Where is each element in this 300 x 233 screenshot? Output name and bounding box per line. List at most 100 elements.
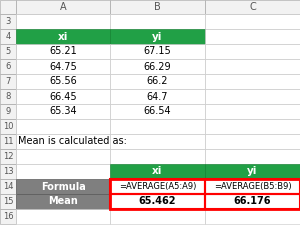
Text: 6: 6 (5, 62, 11, 71)
Text: 16: 16 (3, 212, 13, 221)
Text: 66.176: 66.176 (234, 196, 271, 206)
Bar (205, 104, 300, 119)
Bar (0, 179, 16, 194)
Text: B: B (154, 2, 161, 12)
Text: =AVERAGE(A5:A9): =AVERAGE(A5:A9) (119, 182, 196, 191)
Bar (110, 149, 205, 164)
Bar (0, 89, 16, 104)
Bar (110, 44, 205, 59)
Bar (16, 164, 110, 179)
Text: 66.45: 66.45 (49, 92, 77, 102)
Text: Mean is calculated as:: Mean is calculated as: (18, 137, 127, 147)
Text: 65.34: 65.34 (49, 106, 77, 116)
Bar (205, 0, 300, 14)
Bar (205, 59, 300, 74)
Bar (205, 14, 300, 29)
Text: 3: 3 (5, 17, 11, 26)
Bar (16, 179, 110, 194)
Bar (0, 44, 16, 59)
Bar (205, 149, 300, 164)
Bar (16, 149, 110, 164)
Bar (0, 104, 16, 119)
Bar (110, 119, 205, 134)
Bar (0, 209, 16, 224)
Bar (0, 14, 16, 29)
Text: 65.56: 65.56 (49, 76, 77, 86)
Bar (0, 104, 16, 119)
Text: 15: 15 (3, 197, 13, 206)
Text: C: C (249, 2, 256, 12)
Bar (110, 0, 205, 14)
Bar (16, 194, 110, 209)
Bar (110, 134, 205, 149)
Bar (0, 119, 16, 134)
Bar (110, 179, 300, 209)
Text: yi: yi (247, 167, 258, 177)
Bar (205, 164, 300, 179)
Bar (0, 164, 16, 179)
Text: A: A (60, 2, 66, 12)
Text: 14: 14 (3, 182, 13, 191)
Bar (110, 89, 205, 104)
Text: 66.29: 66.29 (144, 62, 171, 72)
Bar (205, 0, 300, 14)
Text: 11: 11 (3, 137, 13, 146)
Bar (16, 0, 110, 14)
Bar (205, 134, 300, 149)
Bar (16, 44, 110, 59)
Bar (0, 29, 16, 44)
Text: 67.15: 67.15 (144, 47, 171, 56)
Bar (0, 29, 16, 44)
Bar (110, 164, 205, 179)
Bar (110, 179, 205, 194)
Text: 7: 7 (5, 77, 11, 86)
Bar (205, 164, 300, 179)
Bar (110, 194, 205, 209)
Bar (16, 89, 110, 104)
Bar (205, 29, 300, 44)
Bar (16, 104, 110, 119)
Bar (0, 149, 16, 164)
Bar (205, 44, 300, 59)
Bar (110, 14, 205, 29)
Bar (16, 134, 110, 149)
Bar (0, 134, 16, 149)
Bar (205, 194, 300, 209)
Text: Formula: Formula (40, 182, 86, 192)
Bar (16, 119, 110, 134)
Text: 9: 9 (5, 107, 10, 116)
Text: 64.7: 64.7 (147, 92, 168, 102)
Text: 64.75: 64.75 (49, 62, 77, 72)
Bar (110, 0, 205, 14)
Text: xi: xi (152, 167, 163, 177)
Text: 10: 10 (3, 122, 13, 131)
Bar (0, 164, 16, 179)
Bar (205, 179, 300, 194)
Bar (110, 164, 205, 179)
Text: =AVERAGE(B5:B9): =AVERAGE(B5:B9) (214, 182, 291, 191)
Bar (0, 134, 16, 149)
Bar (205, 194, 300, 209)
Bar (205, 74, 300, 89)
Bar (0, 179, 16, 194)
Text: 12: 12 (3, 152, 13, 161)
Text: xi: xi (58, 31, 68, 41)
Bar (205, 179, 300, 194)
Text: 65.21: 65.21 (49, 47, 77, 56)
Bar (16, 14, 110, 29)
Bar (110, 209, 205, 224)
Text: 66.2: 66.2 (147, 76, 168, 86)
Bar (110, 29, 205, 44)
Bar (0, 119, 16, 134)
Text: 66.54: 66.54 (144, 106, 171, 116)
Text: 5: 5 (5, 47, 10, 56)
Text: 4: 4 (5, 32, 10, 41)
Bar (0, 149, 16, 164)
Bar (0, 0, 16, 14)
Bar (0, 0, 16, 14)
Bar (110, 29, 205, 44)
Bar (110, 104, 205, 119)
Bar (205, 119, 300, 134)
Bar (16, 209, 110, 224)
Bar (16, 59, 110, 74)
